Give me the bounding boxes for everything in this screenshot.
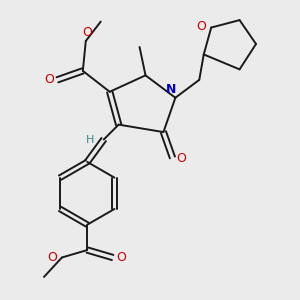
Text: N: N xyxy=(166,83,176,96)
Text: O: O xyxy=(116,251,126,264)
Text: O: O xyxy=(82,26,92,38)
Text: O: O xyxy=(196,20,206,33)
Text: O: O xyxy=(47,251,57,264)
Text: O: O xyxy=(176,152,186,166)
Text: O: O xyxy=(44,73,54,86)
Text: H: H xyxy=(86,134,94,145)
